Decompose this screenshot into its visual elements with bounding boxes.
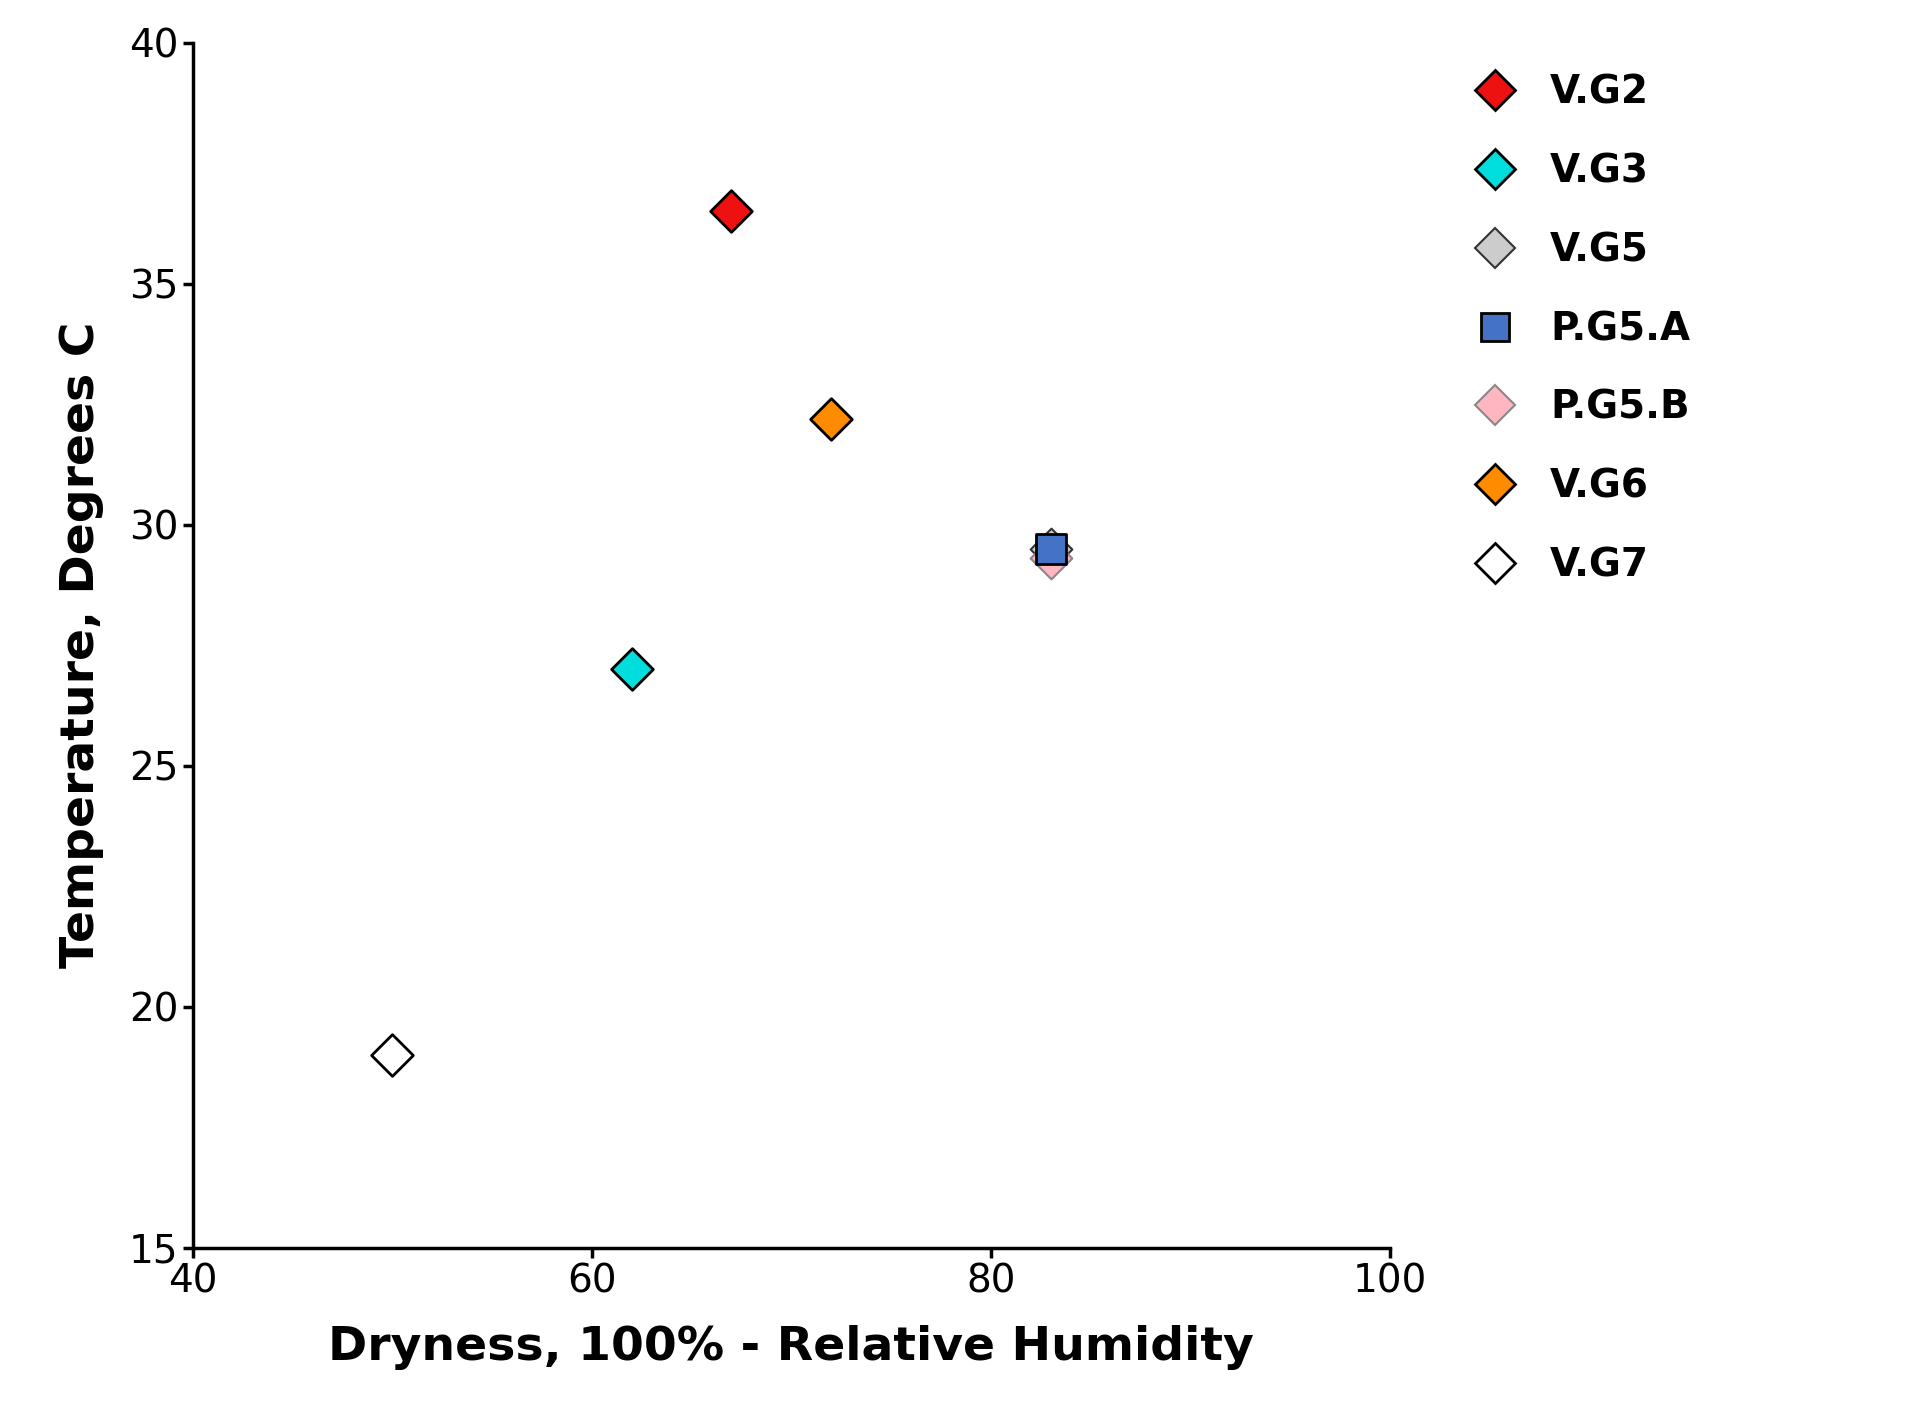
Point [376,1044,407,1066]
Point [1034,537,1065,560]
Point [616,658,647,681]
Y-axis label: Temperature, Degrees C: Temperature, Degrees C [60,322,104,968]
Point [716,200,747,223]
Point [1034,537,1065,560]
Point [1034,547,1065,570]
Point [816,407,847,430]
X-axis label: Dryness, 100% - Relative Humidity: Dryness, 100% - Relative Humidity [328,1326,1254,1370]
Legend: V.G2, V.G3, V.G5, P.G5.A, P.G5.B, V.G6, V.G7: V.G2, V.G3, V.G5, P.G5.A, P.G5.B, V.G6, … [1446,62,1702,597]
